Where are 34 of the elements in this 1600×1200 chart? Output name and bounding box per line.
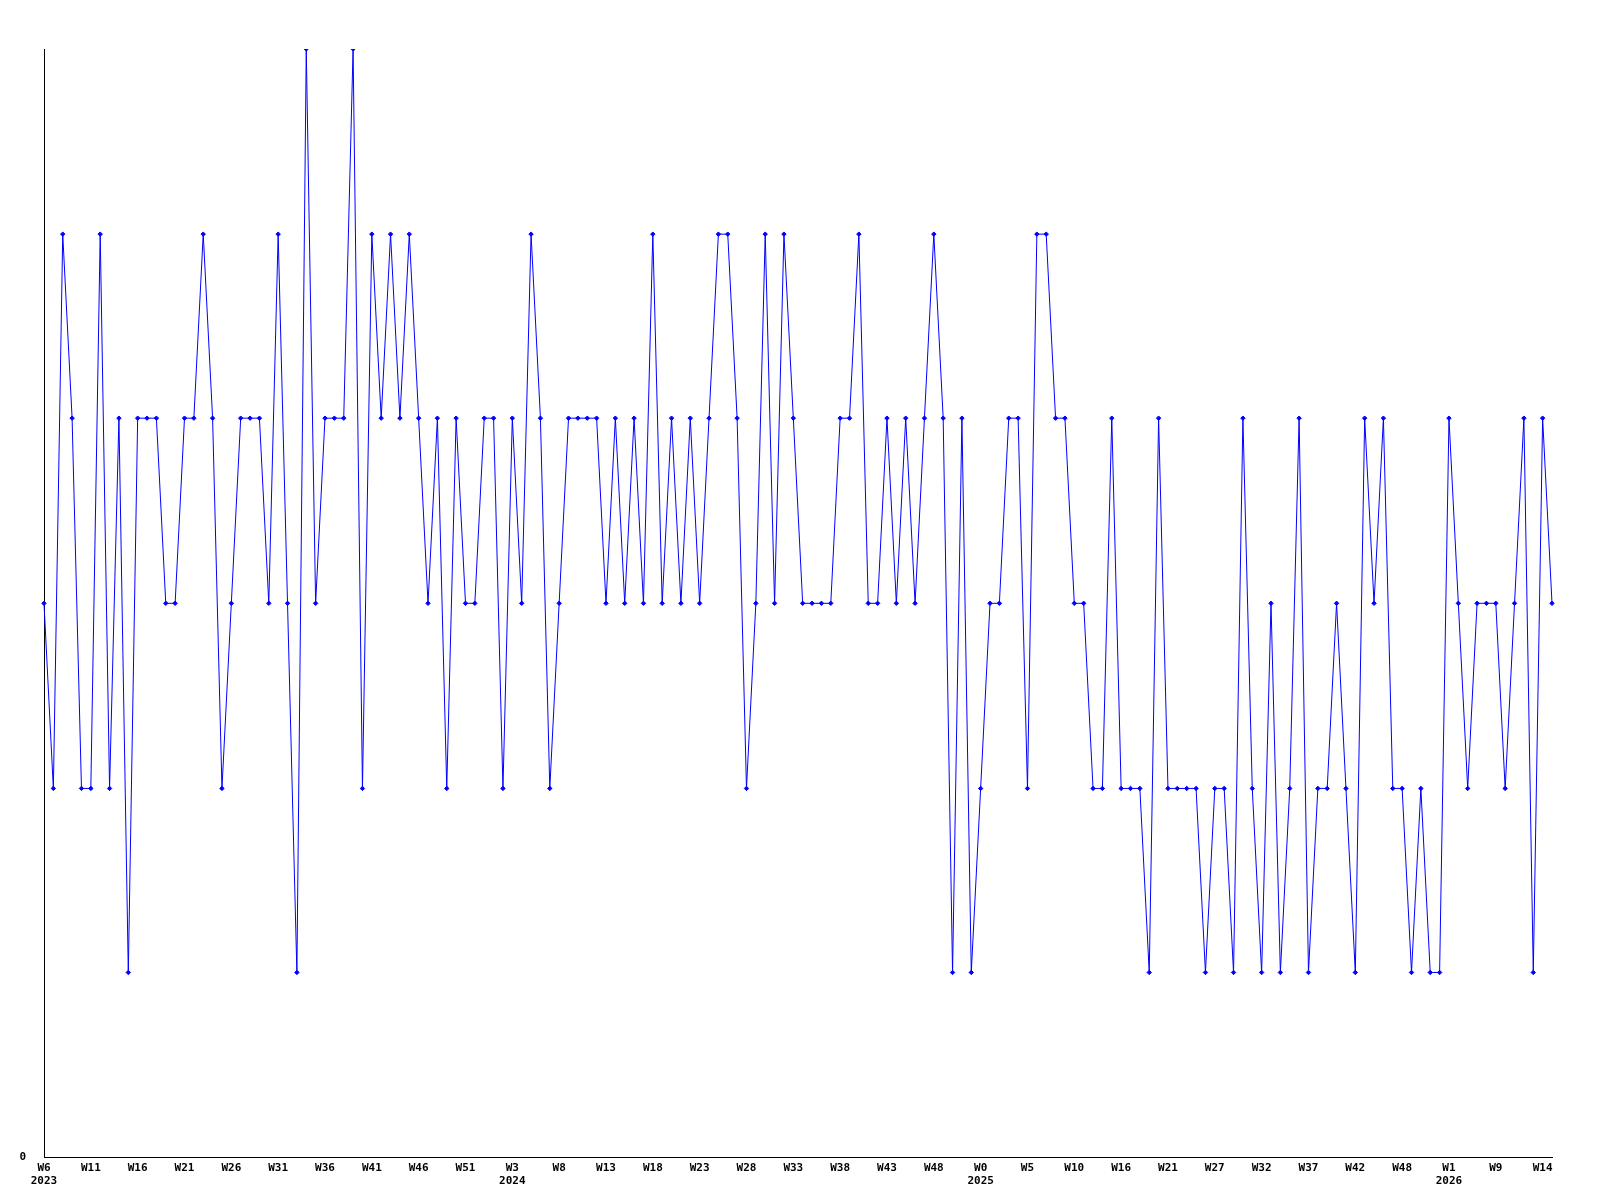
x-tick-label: W1 2026	[1435, 1161, 1463, 1188]
x-tick-label: W13	[596, 1161, 616, 1175]
x-tick-label: W28	[736, 1161, 757, 1175]
x-tick-label: W14	[1532, 1161, 1553, 1175]
x-tick-label: W11	[80, 1161, 102, 1175]
x-tick-label: W43	[877, 1161, 897, 1175]
x-tick-label: W0 2025	[967, 1161, 994, 1188]
x-tick-label: W21	[1158, 1161, 1179, 1175]
x-tick-label: W8	[552, 1161, 566, 1175]
x-tick-label: W21	[174, 1161, 195, 1175]
x-tick-label: W48	[1392, 1161, 1413, 1175]
x-tick-label: W18	[642, 1161, 663, 1175]
x-tick-label: W46	[408, 1161, 429, 1175]
x-tick-label: W41	[361, 1161, 383, 1175]
x-tick-label: W32	[1251, 1161, 1272, 1175]
x-tick-label: W16	[1111, 1161, 1132, 1175]
x-tick-label: W37	[1298, 1161, 1319, 1175]
x-tick-label: W33	[783, 1161, 804, 1175]
text: 0	[19, 1150, 26, 1164]
x-tick-label: W51	[455, 1161, 476, 1175]
x-tick-label: W6 2023	[30, 1161, 58, 1188]
x-tick-label: W42	[1345, 1161, 1366, 1175]
x-tick-label: W3 2024	[499, 1161, 526, 1188]
x-tick-label: W36	[315, 1161, 336, 1175]
x-tick-label: W9	[1489, 1161, 1503, 1175]
x-tick-label: W16	[127, 1161, 148, 1175]
x-tick-label: W26	[221, 1161, 242, 1175]
x-tick-label: W31	[268, 1161, 289, 1175]
x-tick-label: W38	[830, 1161, 851, 1175]
x-tick-label: W23	[689, 1161, 710, 1175]
x-tick-label: W5	[1020, 1161, 1035, 1175]
x-tick-label: W10	[1064, 1161, 1085, 1175]
x-tick-label: W27	[1204, 1161, 1225, 1175]
x-tick-label: W48	[923, 1161, 944, 1175]
